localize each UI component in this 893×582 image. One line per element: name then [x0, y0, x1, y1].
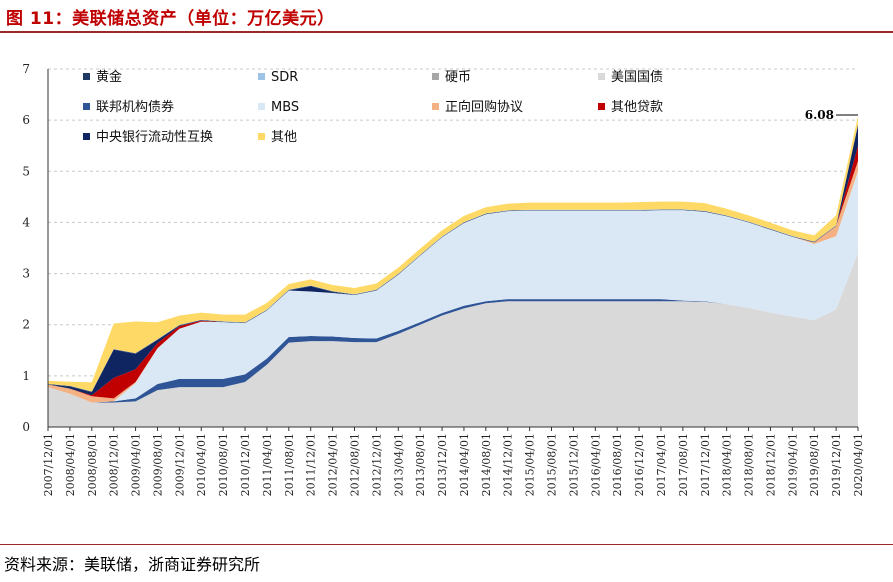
legend-label: 硬币 [445, 70, 471, 85]
y-tick-label: 5 [22, 164, 30, 178]
chart-title: 图 11：美联储总资产（单位：万亿美元） [6, 9, 335, 29]
legend-swatch [258, 73, 265, 80]
x-tick-label: 2020/04/01 [852, 433, 865, 496]
x-tick-label: 2017/12/01 [699, 433, 712, 496]
source-rule [0, 544, 893, 545]
x-tick-label: 2018/08/01 [743, 433, 756, 496]
y-tick-label: 3 [22, 267, 30, 281]
annotation-label: 6.08 [805, 108, 834, 122]
x-tick-label: 2016/12/01 [633, 433, 646, 496]
legend-swatch [432, 73, 439, 80]
legend-swatch [83, 73, 90, 80]
x-tick-label: 2016/08/01 [611, 433, 624, 496]
x-tick-label: 2011/12/01 [305, 433, 318, 496]
title-rule [0, 31, 893, 33]
x-tick-label: 2019/08/01 [808, 433, 821, 496]
x-tick-label: 2015/04/01 [524, 433, 537, 496]
y-tick-label: 2 [22, 318, 30, 332]
x-tick-label: 2010/08/01 [217, 433, 230, 496]
x-tick-label: 2011/08/01 [283, 433, 296, 496]
legend-swatch [598, 103, 605, 110]
x-tick-label: 2009/12/01 [173, 433, 186, 496]
x-tick-label: 2013/12/01 [436, 433, 449, 496]
x-tick-label: 2014/12/01 [502, 433, 515, 496]
x-axis-ticks: 2007/12/01 2008/04/01 2008/08/01 2008/12/01… [42, 427, 865, 496]
legend-label: 其他贷款 [611, 100, 663, 115]
legend-label: 中央银行流动性互换 [96, 130, 213, 145]
legend-swatch [83, 103, 90, 110]
x-tick-label: 2016/04/01 [589, 433, 602, 496]
x-tick-label: 2008/12/01 [108, 433, 121, 496]
y-tick-label: 1 [22, 369, 30, 383]
legend-swatch [83, 133, 90, 140]
axes [47, 69, 858, 428]
area-2 [48, 171, 858, 403]
x-tick-label: 2014/04/01 [458, 433, 471, 496]
x-tick-label: 2015/12/01 [567, 433, 580, 496]
area-5 [48, 125, 858, 396]
x-tick-label: 2007/12/01 [42, 433, 55, 496]
legend-label: 黄金 [96, 69, 122, 85]
area-4 [48, 145, 858, 399]
legend-label: 正向回购协议 [445, 99, 523, 115]
x-tick-label: 2011/04/01 [261, 433, 274, 496]
legend-swatch [598, 73, 605, 80]
x-tick-label: 2019/12/01 [830, 433, 843, 496]
legend-label: 美国国债 [611, 70, 663, 85]
legend-swatch [258, 133, 265, 140]
x-tick-label: 2012/12/01 [370, 433, 383, 496]
x-tick-label: 2017/04/01 [655, 433, 668, 496]
legend-label: 其他 [271, 130, 297, 145]
x-tick-label: 2015/08/01 [546, 433, 559, 496]
x-tick-label: 2017/08/01 [677, 433, 690, 496]
y-tick-label: 7 [22, 62, 30, 76]
x-tick-label: 2013/04/01 [392, 433, 405, 496]
y-tick-label: 4 [22, 215, 30, 229]
x-tick-label: 2008/08/01 [86, 433, 99, 496]
area-series [48, 116, 858, 427]
y-tick-label: 0 [22, 420, 30, 434]
x-tick-label: 2012/04/01 [327, 433, 340, 496]
legend-label: MBS [271, 100, 299, 115]
legend-label: 联邦机构债券 [96, 99, 174, 115]
x-tick-label: 2013/08/01 [414, 433, 427, 496]
x-tick-label: 2018/04/01 [721, 433, 734, 496]
x-tick-label: 2008/04/01 [64, 433, 77, 496]
legend-swatch [432, 103, 439, 110]
legend-swatch [258, 103, 265, 110]
x-tick-label: 2009/04/01 [130, 433, 143, 496]
legend-label: SDR [271, 70, 298, 85]
x-tick-label: 2012/08/01 [348, 433, 361, 496]
area-0 [48, 253, 858, 427]
x-tick-label: 2010/04/01 [195, 433, 208, 496]
source-note: 资料来源：美联储，浙商证券研究所 [4, 555, 261, 574]
x-tick-label: 2019/04/01 [786, 433, 799, 496]
y-tick-label: 6 [22, 113, 30, 127]
x-tick-label: 2010/12/01 [239, 433, 252, 496]
x-tick-label: 2014/08/01 [480, 433, 493, 496]
x-tick-label: 2009/08/01 [151, 433, 164, 496]
x-tick-label: 2018/12/01 [764, 433, 777, 496]
y-axis-ticks: 0 1 2 3 4 5 6 7 [22, 62, 30, 434]
annotations: 6.08 [805, 108, 858, 122]
